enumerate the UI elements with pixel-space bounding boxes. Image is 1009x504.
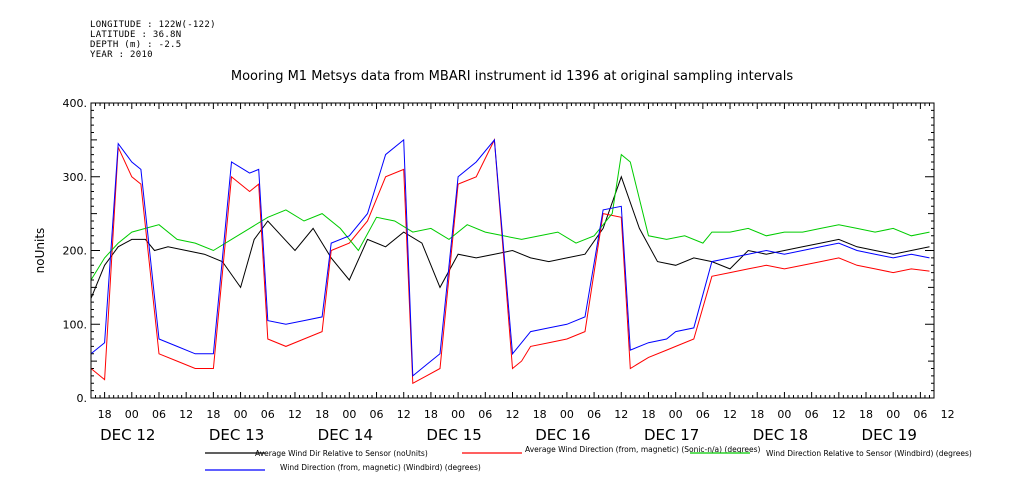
legend-entry: Wind Direction (from, magnetic) (Windbir…: [280, 463, 481, 472]
x-hour-label: 06: [261, 408, 275, 421]
x-hour-label: 12: [506, 408, 520, 421]
x-day-label: DEC 13: [209, 426, 264, 444]
legend: Average Wind Dir Relative to Sensor (noU…: [205, 445, 972, 472]
y-tick-label: 200.: [63, 245, 88, 258]
legend-entry: Wind Direction Relative to Sensor (Windb…: [766, 449, 972, 458]
x-hour-label: 18: [641, 408, 655, 421]
x-hour-label: 18: [206, 408, 220, 421]
x-hour-label: 06: [370, 408, 384, 421]
x-hour-label: 12: [723, 408, 737, 421]
x-axis: 18 00 06 12 18 00 06 12 18 00 06 12 18 00 06 12 18 00 06 12…: [90, 103, 955, 444]
x-hour-label: 06: [152, 408, 166, 421]
y-axis-label: noUnits: [33, 228, 47, 274]
latitude-text: LATITUDE : 36.8N: [90, 30, 182, 40]
chart-title: Mooring M1 Metsys data from MBARI instru…: [231, 69, 793, 84]
x-day-label: DEC 12: [100, 426, 155, 444]
x-hour-label: 12: [397, 408, 411, 421]
y-tick-label: 0.: [77, 392, 88, 405]
x-hour-label: 00: [669, 408, 683, 421]
x-hour-label: 00: [777, 408, 791, 421]
depth-text: DEPTH (m) : -2.5: [90, 40, 182, 50]
x-hour-label: 00: [342, 408, 356, 421]
x-hour-label: 18: [533, 408, 547, 421]
x-day-label: DEC 14: [318, 426, 373, 444]
x-hour-label: 06: [805, 408, 819, 421]
x-hour-label: 00: [886, 408, 900, 421]
series-line: [90, 138, 930, 377]
x-hour-label: 12: [614, 408, 628, 421]
x-hour-label: 06: [587, 408, 601, 421]
series-lines: [90, 138, 930, 385]
x-hour-label: 18: [424, 408, 438, 421]
x-hour-label: 12: [832, 408, 846, 421]
x-day-label: DEC 19: [862, 426, 917, 444]
mooring-metadata: LONGITUDE : 122W(-122) LATITUDE : 36.8N …: [90, 20, 216, 60]
x-hour-label: 00: [560, 408, 574, 421]
x-hour-label: 00: [125, 408, 139, 421]
longitude-text: LONGITUDE : 122W(-122): [90, 20, 216, 30]
y-axis: 0. 100. 200. 300. 400.: [63, 97, 934, 405]
y-tick-label: 100.: [63, 318, 88, 331]
series-line: [90, 138, 930, 385]
series-line: [90, 153, 930, 281]
x-hour-label: 06: [696, 408, 710, 421]
x-hour-label: 00: [234, 408, 248, 421]
x-day-label: DEC 15: [426, 426, 481, 444]
x-hour-label: 18: [98, 408, 112, 421]
x-hour-label: 18: [859, 408, 873, 421]
x-day-label: DEC 18: [753, 426, 808, 444]
x-hour-label: 00: [451, 408, 465, 421]
x-day-label: DEC 17: [644, 426, 699, 444]
x-hour-label: 18: [750, 408, 764, 421]
year-text: YEAR : 2010: [90, 50, 153, 60]
x-hour-label: 12: [288, 408, 302, 421]
x-hour-label: 12: [179, 408, 193, 421]
x-hour-label: 18: [315, 408, 329, 421]
x-hour-label: 06: [478, 408, 492, 421]
x-day-label: DEC 16: [535, 426, 590, 444]
series-line: [90, 175, 930, 299]
y-tick-label: 300.: [63, 171, 88, 184]
plot-frame: [90, 102, 935, 399]
x-hour-label: 12: [941, 408, 955, 421]
x-hour-label: 06: [913, 408, 927, 421]
y-tick-label: 400.: [63, 97, 88, 110]
legend-entry: Average Wind Direction (from, magnetic) …: [525, 445, 761, 454]
legend-entry: Average Wind Dir Relative to Sensor (noU…: [255, 449, 428, 458]
